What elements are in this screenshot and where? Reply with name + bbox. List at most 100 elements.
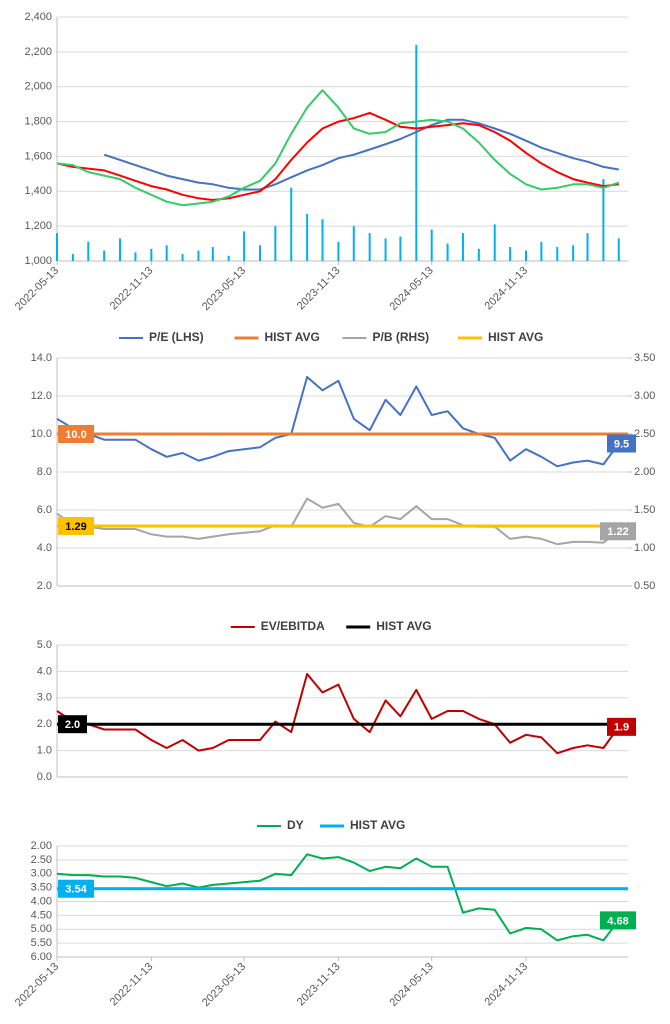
y-tick-label: 4.0 xyxy=(37,542,52,554)
legend-label: P/E (LHS) xyxy=(149,330,204,344)
x-tick-label: 2024-11-13 xyxy=(482,961,530,1009)
volume-bar xyxy=(134,252,137,261)
y2-tick-label: 1.50 xyxy=(634,504,655,516)
value-label-box xyxy=(607,434,636,453)
volume-bar xyxy=(556,247,559,261)
value-label: 1.9 xyxy=(614,722,629,734)
value-label: 4.68 xyxy=(607,915,628,927)
volume-bar xyxy=(274,226,277,261)
value-label: 3.54 xyxy=(65,884,87,896)
x-tick-label: 2023-05-13 xyxy=(200,265,248,313)
y-tick-label: 3.00 xyxy=(31,868,52,880)
series-line xyxy=(56,853,620,942)
volume-bar xyxy=(211,247,214,261)
x-tick-label: 2023-11-13 xyxy=(295,961,343,1009)
y-tick-label: 6.0 xyxy=(37,504,52,516)
volume-bar xyxy=(524,250,527,261)
volume-bar xyxy=(477,248,480,261)
volume-bar xyxy=(306,213,309,261)
y-tick-label: 1,400 xyxy=(24,185,52,197)
volume-bar xyxy=(71,254,74,261)
volume-bar xyxy=(384,238,387,261)
y-tick-label: 4.0 xyxy=(37,665,52,677)
volume-bar xyxy=(181,254,184,261)
volume-bar xyxy=(461,233,464,261)
x-tick-label: 2022-11-13 xyxy=(108,961,156,1009)
value-label-box xyxy=(607,717,636,736)
y-tick-label: 1,600 xyxy=(24,150,52,162)
value-label: 1.29 xyxy=(65,521,86,533)
x-tick-label: 2022-05-13 xyxy=(13,961,61,1009)
x-tick-label: 2023-11-13 xyxy=(295,265,343,313)
volume-bar xyxy=(87,241,90,261)
value-label: 2.0 xyxy=(65,719,80,731)
y-tick-label: 2,400 xyxy=(24,11,52,23)
volume-bar xyxy=(586,233,589,261)
y-tick-label: 5.00 xyxy=(31,923,52,935)
volume-bar xyxy=(337,241,340,261)
series-line xyxy=(56,376,620,468)
y-tick-label: 10.0 xyxy=(31,428,52,440)
volume-bar xyxy=(572,245,575,261)
volume-bar xyxy=(290,187,293,261)
y-tick-label: 12.0 xyxy=(31,390,52,402)
x-tick-label: 2022-11-13 xyxy=(108,265,156,313)
x-tick-label: 2023-05-13 xyxy=(200,961,248,1009)
value-label-box xyxy=(600,522,636,541)
volume-bar xyxy=(321,219,324,261)
legend-label: DY xyxy=(287,818,304,832)
y2-tick-label: 0.50 xyxy=(634,580,655,592)
y-tick-label: 2.0 xyxy=(37,718,52,730)
value-label-box xyxy=(58,516,94,535)
volume-bar xyxy=(197,250,200,261)
y-tick-label: 3.50 xyxy=(31,882,52,894)
volume-bar xyxy=(150,248,153,261)
legend-label: HIST AVG xyxy=(376,619,431,633)
legend-label: EV/EBITDA xyxy=(261,619,325,633)
x-tick-label: 2024-05-13 xyxy=(388,961,436,1009)
volume-bar xyxy=(602,179,605,261)
y2-tick-label: 2.50 xyxy=(634,428,655,440)
y-tick-label: 0.0 xyxy=(37,771,52,783)
volume-bar xyxy=(165,245,168,261)
volume-bar xyxy=(446,243,449,261)
y-tick-label: 1,200 xyxy=(24,220,52,232)
series-line xyxy=(56,673,620,755)
volume-bar xyxy=(399,236,402,261)
legend-label: HIST AVG xyxy=(265,330,320,344)
y-tick-label: 8.0 xyxy=(37,466,52,478)
volume-bar xyxy=(368,233,371,261)
y-tick-label: 5.50 xyxy=(31,937,52,949)
series-line xyxy=(56,111,619,201)
volume-bar xyxy=(258,245,261,261)
value-label: 1.22 xyxy=(607,526,628,538)
y-tick-label: 14.0 xyxy=(31,352,52,364)
y-tick-label: 4.50 xyxy=(31,909,52,921)
volume-bar xyxy=(540,241,543,261)
y-tick-label: 4.00 xyxy=(31,895,52,907)
y-tick-label: 5.0 xyxy=(37,639,52,651)
y-tick-label: 2.0 xyxy=(37,580,52,592)
y-tick-label: 3.0 xyxy=(37,692,52,704)
value-label: 9.5 xyxy=(614,438,629,450)
volume-bar xyxy=(617,238,620,261)
volume-bar xyxy=(415,44,418,262)
series-line xyxy=(56,497,620,546)
y-tick-label: 2.50 xyxy=(31,854,52,866)
x-tick-label: 2024-05-13 xyxy=(388,265,436,313)
legend-label: P/B (RHS) xyxy=(373,330,430,344)
y2-tick-label: 3.50 xyxy=(634,352,655,364)
y2-tick-label: 3.00 xyxy=(634,390,655,402)
y2-tick-label: 1.00 xyxy=(634,542,655,554)
volume-bar xyxy=(119,238,122,261)
y-tick-label: 2.00 xyxy=(31,840,52,852)
volume-bar xyxy=(56,233,58,261)
value-label-box xyxy=(600,911,636,930)
volume-bar xyxy=(103,250,106,261)
value-label-box xyxy=(58,425,94,443)
x-tick-label: 2024-11-13 xyxy=(482,265,530,313)
y-tick-label: 6.00 xyxy=(31,951,52,963)
value-label-box xyxy=(58,715,87,734)
x-tick-label: 2022-05-13 xyxy=(13,265,61,313)
